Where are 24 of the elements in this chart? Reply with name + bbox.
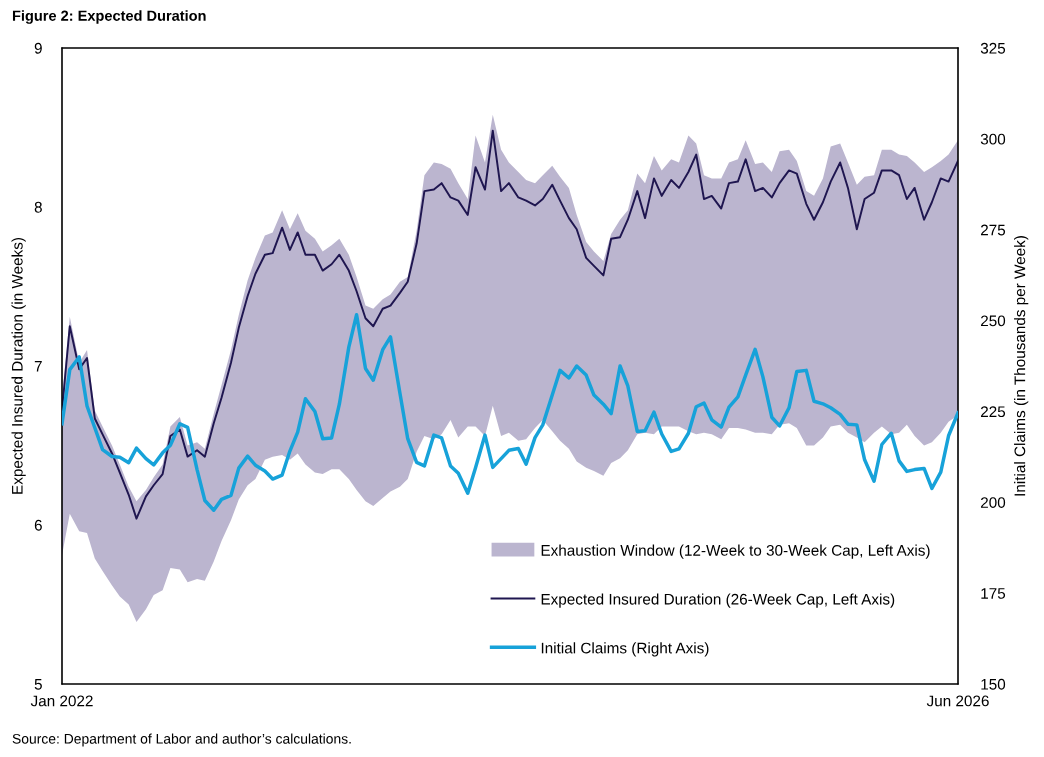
y2-axis-title: Initial Claims (in Thousands per Week) xyxy=(1014,236,1029,496)
y2-tick-label: 275 xyxy=(980,224,1006,236)
y-tick-label: 5 xyxy=(34,679,42,690)
y2-tick-label: 225 xyxy=(980,406,1006,418)
source-note: Source: Department of Labor and author’s calculations. xyxy=(12,733,351,747)
legend-label: Expected Insured Duration (26-Week Cap, Left Axis) xyxy=(541,593,895,608)
y-tick-label: 6 xyxy=(34,519,42,531)
y2-tick-label: 250 xyxy=(980,315,1006,327)
y-tick-label: 7 xyxy=(34,361,42,372)
legend-label: Initial Claims (Right Axis) xyxy=(541,642,709,657)
line-series xyxy=(62,129,958,520)
y-tick-label: 9 xyxy=(34,42,42,54)
chart-title: Figure 2: Expected Duration xyxy=(12,10,206,24)
y2-tick-label: 325 xyxy=(980,42,1006,54)
y-axis-title: Expected Insured Duration (in Weeks) xyxy=(11,238,26,494)
line-series xyxy=(62,313,958,513)
y-tick-label: 8 xyxy=(34,201,42,213)
x-tick-label: Jun 2026 xyxy=(926,695,989,707)
y2-tick-label: 175 xyxy=(981,588,1006,599)
x-tick-label: Jan 2022 xyxy=(30,695,93,707)
y2-tick-label: 200 xyxy=(980,497,1006,508)
y2-tick-label: 300 xyxy=(980,133,1006,145)
y2-tick-label: 150 xyxy=(981,678,1006,690)
legend-label: Exhaustion Window (12-Week to 30-Week Cap, Left Axis) xyxy=(541,544,930,559)
